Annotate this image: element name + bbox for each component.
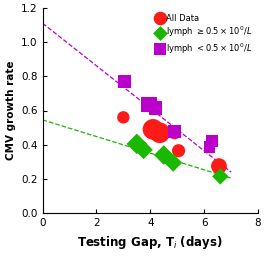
Legend: All Data, lymph $\geq 0.5 \times 10^0/L$, lymph $< 0.5 \times 10^0/L$: All Data, lymph $\geq 0.5 \times 10^0/L$… (155, 12, 254, 57)
Y-axis label: CMV growth rate: CMV growth rate (6, 61, 15, 160)
X-axis label: Testing Gap, T$_i$ (days): Testing Gap, T$_i$ (days) (77, 234, 223, 251)
All Data (121, 115, 126, 119)
All Data (176, 149, 181, 153)
lymph $< 0.5 \times 10^0/L$ (172, 130, 177, 134)
lymph $< 0.5 \times 10^0/L$ (207, 145, 212, 149)
All Data (157, 131, 162, 135)
lymph $< 0.5 \times 10^0/L$ (153, 106, 158, 110)
lymph $\geq 0.5 \times 10^0/L$ (218, 174, 222, 178)
lymph $\geq 0.5 \times 10^0/L$ (162, 153, 166, 157)
All Data (217, 164, 221, 168)
lymph $\geq 0.5 \times 10^0/L$ (142, 148, 146, 152)
lymph $\geq 0.5 \times 10^0/L$ (171, 161, 175, 165)
All Data (172, 131, 177, 135)
lymph $\geq 0.5 \times 10^0/L$ (135, 142, 139, 146)
lymph $< 0.5 \times 10^0/L$ (147, 102, 151, 107)
lymph $< 0.5 \times 10^0/L$ (123, 79, 127, 83)
All Data (151, 127, 155, 131)
lymph $< 0.5 \times 10^0/L$ (210, 139, 214, 144)
